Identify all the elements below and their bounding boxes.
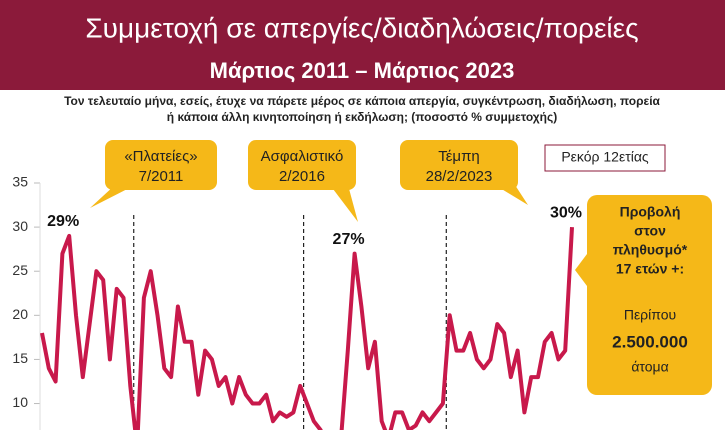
question: ή κάποια άλλη κινητοποίηση ή εκδήλωση; (… [167, 110, 557, 124]
value-label: 30% [550, 204, 582, 221]
y-tick-label: 35 [12, 174, 28, 190]
annotation-text: 28/2/2023 [426, 168, 493, 185]
annotation-text: Ασφαλιστικό [261, 148, 344, 165]
callout-text: Προβολή [620, 204, 681, 220]
y-tick-label: 10 [12, 394, 28, 410]
header-band [0, 0, 725, 90]
annotation-box [248, 140, 356, 190]
value-label: 29% [47, 213, 79, 230]
value-label: 27% [333, 231, 365, 248]
y-tick-label: 30 [12, 218, 28, 234]
projection-callout: Προβολή στον πληθυσμό* 17 ετών +: Περίπο… [575, 195, 712, 395]
annotation-box [105, 140, 217, 190]
annotation: Ασφαλιστικό 2/2016 [248, 140, 358, 222]
chart-subtitle: Μάρτιος 2011 – Μάρτιος 2023 [210, 58, 515, 83]
annotation-box [400, 140, 518, 190]
annotation-arrow [330, 185, 358, 222]
annotation-text: «Πλατείες» [124, 148, 197, 165]
callout-text: πληθυσμό* [613, 242, 688, 258]
y-tick-label: 15 [12, 350, 28, 366]
question: Τον τελευταίο μήνα, εσείς, έτυχε να πάρε… [64, 94, 660, 108]
callout-box [587, 195, 712, 395]
callout-text: Περίπου [624, 307, 676, 323]
annotation-text: 7/2011 [139, 168, 184, 185]
record-box [544, 144, 666, 172]
y-tick-label: 25 [12, 262, 28, 278]
series-line [40, 226, 574, 430]
callout-text: άτομα [631, 359, 668, 375]
y-tick-label: 20 [12, 306, 28, 322]
chart-title: Συμμετοχή σε απεργίες/διαδηλώσεις/πορείε… [85, 12, 638, 43]
annotation: «Πλατείες» 7/2011 [90, 140, 217, 208]
callout-text: στον [634, 223, 666, 239]
annotation-arrow [495, 185, 528, 205]
annotation-text: 2/2016 [279, 168, 325, 185]
annotation-arrow [90, 185, 135, 208]
callout-arrow [575, 250, 590, 290]
callout-text: 17 ετών +: [616, 261, 684, 277]
annotation: Τέμπη 28/2/2023 [400, 140, 528, 205]
annotation-text: Τέμπη [438, 148, 480, 165]
record-note: Ρεκόρ 12ετίας [561, 149, 649, 165]
callout-number: 2.500.000 [612, 332, 688, 351]
